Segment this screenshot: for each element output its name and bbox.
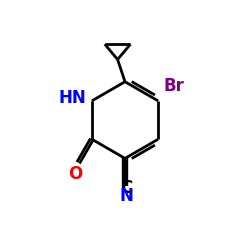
Text: O: O	[68, 165, 83, 183]
Text: N: N	[119, 187, 133, 205]
Text: Br: Br	[164, 78, 184, 96]
Text: C: C	[120, 179, 132, 197]
Text: HN: HN	[59, 90, 86, 108]
